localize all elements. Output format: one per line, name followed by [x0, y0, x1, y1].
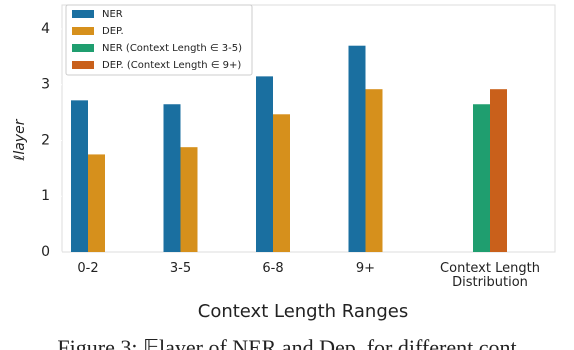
legend-swatch: [72, 61, 94, 69]
legend-swatch: [72, 44, 94, 52]
legend-swatch: [72, 27, 94, 35]
x-tick-foreignobject: 0-2: [77, 262, 99, 276]
y-tick-label: 0: [41, 244, 50, 260]
legend-label: NER: [102, 9, 123, 20]
legend-swatch: [72, 10, 94, 18]
x-tick-label: 0-2: [77, 262, 99, 276]
legend-label: DEP. (Context Length ∈ 9+): [102, 60, 241, 71]
bar: [256, 76, 273, 252]
legend-box: [65, 4, 253, 76]
bar: [273, 114, 290, 252]
bar: [180, 147, 198, 252]
bar: [163, 104, 181, 252]
y-tick-label: 2: [41, 132, 50, 148]
y-axis-label: ℓlayer: [12, 118, 28, 161]
x-tick-foreignobject: 3-5: [169, 262, 192, 276]
legend: NER DEP. NER (Context Length ∈ 3-5) DEP. (C…: [65, 4, 253, 76]
x-tick-label: 3-5: [169, 262, 192, 276]
x-tick-label: 9+: [355, 262, 376, 276]
y-tick-label: 1: [41, 188, 50, 204]
x-tick-foreignobject: Context Length Distribution: [440, 262, 540, 290]
caption: Figure 3: 𝔼layer of NER and Dep. for dif…: [57, 335, 516, 350]
y-tick-label: 3: [41, 77, 50, 93]
x-tick-label: Context Length Distribution: [440, 262, 540, 290]
plot-frame: [61, 4, 556, 253]
legend-label: DEP.: [102, 26, 124, 37]
bar: [88, 154, 105, 252]
y-tick-label: 4: [41, 21, 50, 37]
legend-label: NER (Context Length ∈ 3-5): [102, 43, 242, 54]
bar: [365, 89, 383, 253]
x-tick-foreignobject: 6-8: [262, 262, 284, 276]
bar: [348, 45, 366, 253]
x-tick-label: 6-8: [262, 262, 284, 276]
bar: [71, 100, 88, 253]
x-tick-foreignobject: 9+: [355, 262, 376, 276]
bar: [490, 89, 507, 253]
x-axis-label: Context Length Ranges: [198, 301, 408, 322]
bar: [473, 104, 490, 252]
